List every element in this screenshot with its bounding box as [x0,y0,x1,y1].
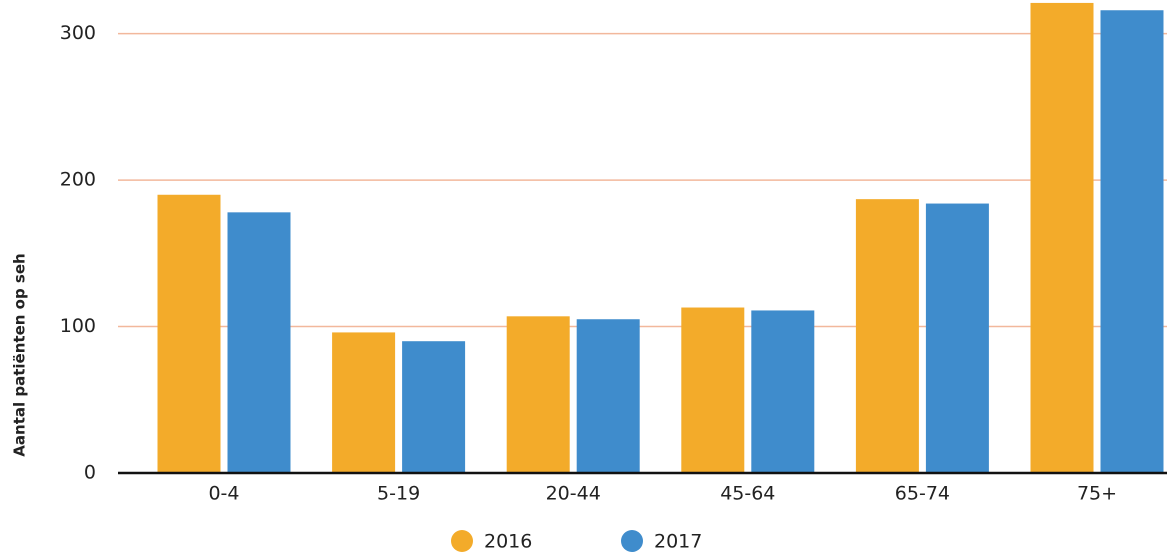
bar [925,203,989,473]
x-tick-label: 65-74 [895,483,950,505]
legend-swatch [451,530,473,552]
bar [576,319,640,473]
legend-label: 2016 [484,531,532,553]
y-tick-label: 300 [60,22,96,44]
x-tick-label: 45-64 [720,483,775,505]
bar [157,194,221,473]
bar [506,316,570,473]
x-tick-label: 75+ [1077,483,1117,505]
x-tick-label: 5-19 [377,483,420,505]
bar [1100,10,1164,474]
y-tick-label: 200 [60,169,96,191]
bar [402,341,466,473]
legend-label: 2017 [654,531,702,553]
y-tick-label: 0 [84,462,96,484]
y-axis-label: Aantal patiënten op seh [11,253,29,456]
legend-swatch [621,530,643,552]
bar [681,307,745,473]
bar [751,310,815,473]
bar [1030,2,1094,473]
y-tick-label: 100 [60,315,96,337]
x-tick-label: 0-4 [208,483,239,505]
x-tick-label: 20-44 [546,483,601,505]
bar [227,212,291,473]
bar [855,199,919,473]
bar [332,332,396,473]
